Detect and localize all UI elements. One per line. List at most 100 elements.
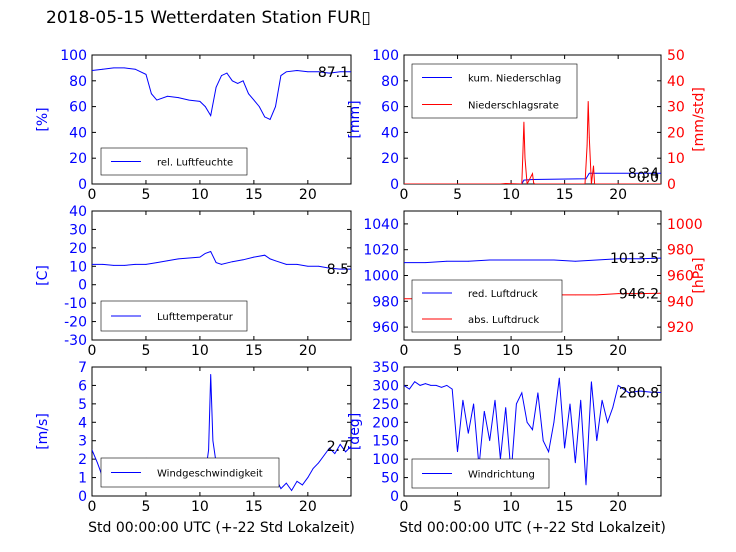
data-point — [258, 106, 260, 107]
y2-tick-label: 30 — [667, 100, 685, 116]
data-point — [318, 462, 320, 464]
data-point — [156, 99, 158, 101]
y2-tick-label: 1000 — [667, 217, 703, 233]
data-point — [590, 183, 592, 184]
data-point — [96, 462, 98, 464]
x-tick-label: 10 — [191, 499, 209, 515]
data-point — [264, 254, 266, 256]
data-point — [318, 265, 320, 267]
data-point — [350, 71, 351, 73]
data-point — [134, 264, 136, 265]
plot-frame — [91, 54, 352, 185]
x-tick-label: 15 — [556, 499, 574, 515]
y-tick-label: 40 — [69, 125, 87, 141]
legend: rel. Luftfeuchte — [100, 147, 248, 176]
data-point — [307, 477, 309, 478]
data-point — [307, 71, 309, 73]
x-tick-label: 5 — [453, 499, 462, 515]
data-point — [269, 258, 271, 260]
x-tick-label: 0 — [88, 187, 97, 203]
data-point — [318, 71, 320, 73]
data-point — [113, 67, 114, 69]
data-point — [585, 178, 587, 180]
x-tick-label: 10 — [502, 187, 520, 203]
data-point — [548, 451, 549, 453]
x-tick-label: 0 — [400, 187, 409, 203]
data-point — [296, 70, 298, 71]
data-point — [156, 262, 158, 263]
y-tick-label: 150 — [372, 434, 399, 450]
data-point — [534, 183, 536, 184]
y-tick-label: 0 — [390, 177, 399, 193]
data-point — [329, 447, 330, 449]
data-point — [215, 86, 217, 88]
data-point — [588, 137, 590, 138]
y-axis-label: [%] — [35, 107, 51, 131]
data-point — [574, 462, 576, 464]
last-value2-label: 0.0 — [637, 170, 659, 186]
data-point — [339, 444, 341, 445]
y-tick-label: 0 — [78, 177, 87, 193]
data-point — [404, 298, 405, 300]
y2-tick-label: 980 — [667, 243, 694, 259]
data-point — [435, 385, 437, 386]
y-tick-label: 60 — [381, 100, 399, 116]
data-point — [660, 257, 661, 259]
data-point — [307, 265, 309, 267]
data-point — [483, 410, 485, 412]
data-point — [221, 264, 222, 265]
legend-label: Lufttemperatur — [157, 312, 234, 323]
legend: Windgeschwindigkeit — [100, 457, 280, 488]
legend-label: kum. Niederschlag — [468, 74, 561, 85]
data-point — [441, 386, 442, 388]
y-tick-label: 20 — [69, 151, 87, 167]
data-point — [516, 403, 517, 405]
data-point — [350, 268, 351, 270]
y2-axis-label: [mm/std] — [691, 87, 707, 152]
data-point — [92, 70, 93, 71]
data-point — [494, 399, 496, 401]
y2-tick-label: 960 — [667, 269, 694, 285]
chart-4: 0 5 10 15 20 960 980 1000 1020 1040 920 940 960 980 10… — [363, 210, 707, 359]
data-point — [134, 68, 136, 70]
data-point — [457, 451, 458, 453]
last-value-label: 2.7 — [327, 439, 349, 455]
y2-tick-label: 10 — [667, 151, 685, 167]
data-point — [473, 403, 475, 405]
y-tick-label: -20 — [64, 315, 87, 331]
y-axis-label: [m/s] — [35, 413, 51, 450]
plot-frame — [403, 54, 662, 185]
y-axis-label: [deg] — [347, 413, 363, 450]
data-point — [585, 484, 587, 486]
data-point — [312, 467, 314, 469]
y-tick-label: 100 — [372, 48, 399, 64]
y2-tick-label: 0 — [667, 177, 676, 193]
chart-3: 0 5 10 15 20 -30 -20 -10 0 10 20 30 40 [C] Lufttempera… — [35, 204, 352, 359]
x-tick-label: 20 — [609, 499, 627, 515]
data-point — [588, 172, 590, 174]
data-point — [167, 260, 168, 262]
data-point — [242, 80, 244, 82]
data-point — [334, 453, 336, 455]
data-point — [596, 294, 598, 296]
y-tick-label: 0 — [78, 489, 87, 505]
data-point — [617, 258, 619, 260]
data-point — [204, 106, 206, 107]
legend: Lufttemperatur — [100, 300, 248, 332]
y-tick-label: -10 — [64, 296, 87, 312]
data-point — [564, 447, 566, 449]
y-tick-label: 60 — [69, 100, 87, 116]
plot-frame — [91, 210, 352, 341]
data-point — [532, 173, 533, 175]
data-point — [221, 75, 222, 77]
x-tick-label: 10 — [502, 343, 520, 359]
data-point — [296, 264, 298, 265]
x-tick-label: 5 — [141, 499, 150, 515]
y-axis-label: [C] — [35, 265, 51, 286]
y2-tick-label: 920 — [667, 320, 694, 336]
data-point — [291, 490, 293, 491]
legend-label: Niederschlagsrate — [468, 101, 559, 112]
legend-box — [411, 279, 563, 333]
data-point — [285, 71, 287, 73]
